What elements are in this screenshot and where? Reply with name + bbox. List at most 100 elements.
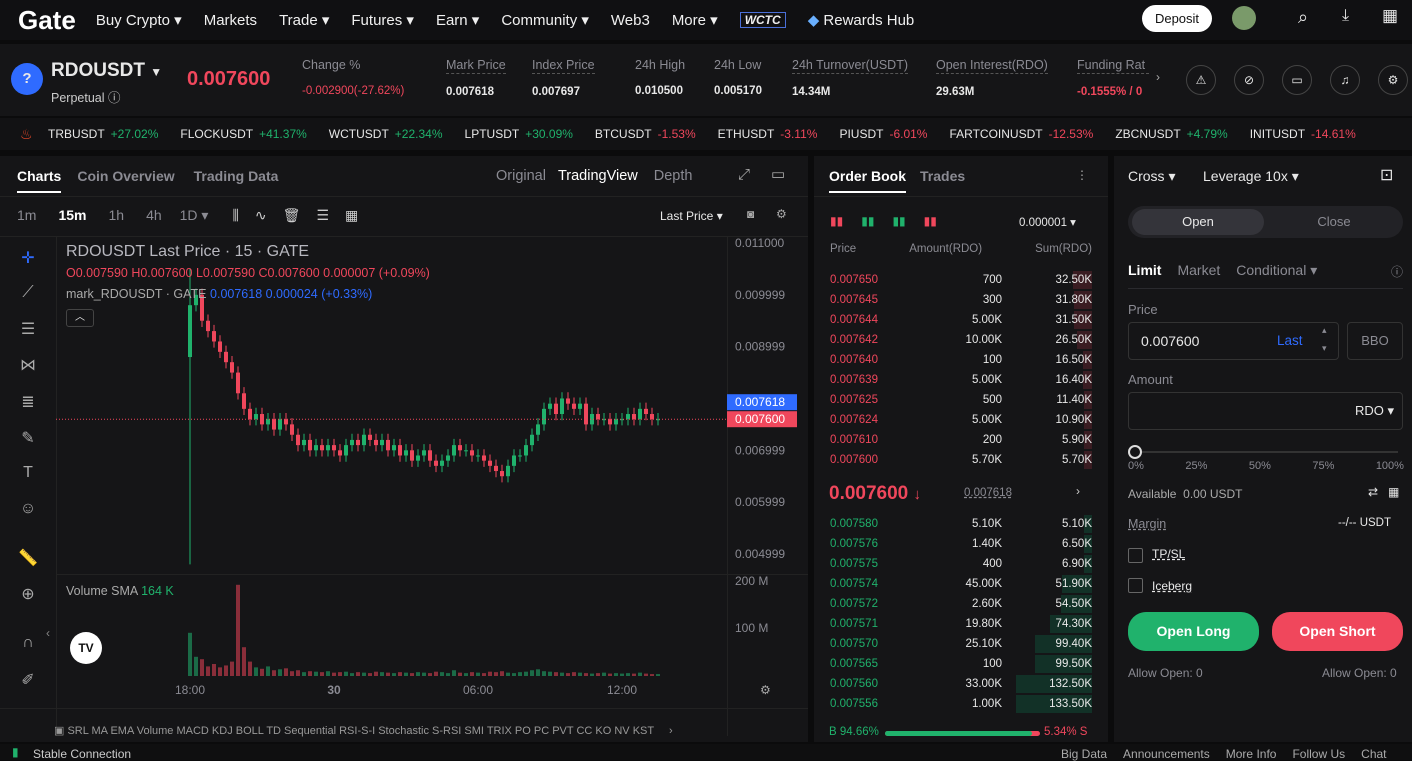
more-options-icon[interactable]: ⋮ (1076, 168, 1088, 182)
order-book-row[interactable]: 0.007600 5.70K 5.70K (814, 450, 1108, 470)
mover-item[interactable]: FARTCOINUSDT -12.53% (949, 127, 1101, 141)
grid-menu-icon[interactable]: ▦ (1382, 6, 1399, 25)
indicators-icon[interactable]: ∿ (254, 207, 267, 223)
nav-markets[interactable]: Markets (203, 11, 258, 29)
deposit-button[interactable]: Deposit (1142, 5, 1212, 32)
nav-earn[interactable]: Earn ▾ (435, 12, 480, 29)
ruler-icon[interactable]: 📏 (18, 550, 38, 567)
window-icon[interactable]: ▭ (771, 166, 786, 183)
tab-charts[interactable]: Charts (17, 168, 62, 193)
view-original[interactable]: Original (496, 168, 546, 184)
tab-trading-data[interactable]: Trading Data (193, 168, 279, 184)
calendar-icon[interactable]: ▣ (54, 725, 68, 737)
view-bids-icon[interactable]: ▮▮ (861, 214, 875, 228)
order-book-row[interactable]: 0.007640 100 16.50K (814, 350, 1108, 370)
slider-mark-100[interactable]: 100% (1375, 460, 1404, 472)
zoom-in-icon[interactable]: ⊕ (21, 586, 35, 603)
chevron-right-icon[interactable]: › (1156, 70, 1160, 84)
wctc-badge[interactable]: WCTC (739, 12, 786, 28)
mover-item[interactable]: INITUSDT -14.61% (1250, 127, 1364, 141)
calculator-icon[interactable]: ▦ (1388, 485, 1400, 499)
pattern-icon[interactable]: ⋈ (20, 357, 36, 374)
view-depth[interactable]: Depth (653, 168, 693, 184)
candle-type-icon[interactable]: ⫼ (232, 207, 239, 223)
open-tab[interactable]: Open (1132, 209, 1264, 235)
mover-item[interactable]: ZBCNUSDT +4.79% (1115, 127, 1235, 141)
decrement-icon[interactable]: ▾ (1322, 343, 1327, 353)
fib-icon[interactable]: ≣ (21, 394, 35, 411)
book-icon[interactable]: ▭ (1282, 65, 1312, 95)
tab-coin-overview[interactable]: Coin Overview (77, 168, 175, 184)
slider-mark-75[interactable]: 75% (1312, 460, 1335, 472)
amount-slider[interactable] (1134, 451, 1398, 453)
avatar[interactable] (1232, 6, 1256, 30)
slider-mark-50[interactable]: 50% (1248, 460, 1271, 472)
order-book-row[interactable]: 0.007576 1.40K 6.50K (814, 534, 1108, 554)
mover-item[interactable]: BTCUSDT -1.53% (595, 127, 704, 141)
increment-icon[interactable]: ▴ (1322, 325, 1327, 335)
view-asks-icon[interactable]: ▮▮ (892, 214, 906, 228)
view-tradingview[interactable]: TradingView (557, 168, 638, 184)
order-book-row[interactable]: 0.007580 5.10K 5.10K (814, 514, 1108, 534)
chevron-right-icon[interactable]: › (668, 725, 673, 737)
order-book-row[interactable]: 0.007575 400 6.90K (814, 554, 1108, 574)
list-icon[interactable]: ☰ (316, 207, 329, 223)
order-book-row[interactable]: 0.007565 100 99.50K (814, 654, 1108, 674)
price-input[interactable]: 0.007600 Last ▴ ▾ (1128, 322, 1339, 360)
interval-1d[interactable]: 1D ▾ (179, 207, 209, 223)
order-book-row[interactable]: 0.007645 300 31.80K (814, 290, 1108, 310)
close-tab[interactable]: Close (1317, 214, 1351, 229)
open-short-button[interactable]: Open Short (1272, 612, 1403, 651)
bbo-button[interactable]: BBO (1347, 322, 1403, 360)
nav-more[interactable]: More ▾ (671, 12, 718, 29)
compass-icon[interactable]: ⊘ (1234, 65, 1264, 95)
gate-logo[interactable]: Gate (18, 4, 76, 35)
info-icon[interactable]: ⓘ (1391, 265, 1404, 279)
order-book-row[interactable]: 0.007625 500 11.40K (814, 390, 1108, 410)
precision-select[interactable]: 0.000001 ▾ (1019, 217, 1076, 229)
chart-settings-icon[interactable]: ⚙ (776, 207, 787, 221)
magnet-icon[interactable]: ∩ (22, 634, 34, 651)
interval-1h[interactable]: 1h (108, 207, 125, 223)
margin-mode-select[interactable]: Cross ▾ (1128, 168, 1176, 184)
order-type-conditional[interactable]: Conditional ▾ (1236, 262, 1318, 278)
nav-trade[interactable]: Trade ▾ (279, 12, 330, 29)
view-sells-icon[interactable]: ▮▮ (923, 214, 937, 228)
slider-mark-25[interactable]: 25% (1185, 460, 1208, 472)
rewards-hub-link[interactable]: ◆ Rewards Hub (808, 11, 915, 29)
order-book-row[interactable]: 0.007610 200 5.90K (814, 430, 1108, 450)
interval-1m[interactable]: 1m (17, 207, 37, 223)
open-long-button[interactable]: Open Long (1128, 612, 1259, 651)
footer-follow-us[interactable]: Follow Us (1292, 747, 1346, 761)
unit-select[interactable]: RDO ▾ (1354, 403, 1394, 418)
order-book-row[interactable]: 0.007574 45.00K 51.90K (814, 574, 1108, 594)
order-book-row[interactable]: 0.007556 1.00K 133.50K (814, 694, 1108, 714)
slider-mark-0[interactable]: 0% (1128, 460, 1144, 472)
tpsl-checkbox[interactable] (1128, 548, 1143, 563)
tab-order-book[interactable]: Order Book (829, 168, 907, 193)
order-type-market[interactable]: Market (1177, 262, 1221, 278)
order-book-row[interactable]: 0.007570 25.10K 99.40K (814, 634, 1108, 654)
transfer-icon[interactable]: ⇄ (1368, 485, 1379, 499)
mover-item[interactable]: PIUSDT -6.01% (839, 127, 935, 141)
indicator-list[interactable]: SRL MA EMA Volume MACD KDJ BOLL TD Seque… (67, 725, 654, 737)
order-book-row[interactable]: 0.007650 700 32.50K (814, 270, 1108, 290)
order-book-row[interactable]: 0.007560 33.00K 132.50K (814, 674, 1108, 694)
order-book-row[interactable]: 0.007642 10.00K 26.50K (814, 330, 1108, 350)
amount-input[interactable]: RDO ▾ (1128, 392, 1403, 430)
slider-handle[interactable] (1128, 445, 1142, 459)
footer-chat[interactable]: Chat (1361, 747, 1387, 761)
chevron-right-icon[interactable]: › (1076, 484, 1080, 498)
mover-item[interactable]: WCTUSDT +22.34% (329, 127, 451, 141)
order-book-row[interactable]: 0.007624 5.00K 10.90K (814, 410, 1108, 430)
nav-buy-crypto[interactable]: Buy Crypto ▾ (95, 12, 182, 29)
order-book-row[interactable]: 0.007571 19.80K 74.30K (814, 614, 1108, 634)
tradingview-logo[interactable]: TV (70, 632, 102, 664)
footer-more-info[interactable]: More Info (1225, 747, 1277, 761)
last-price-button[interactable]: Last (1277, 333, 1303, 348)
mover-item[interactable]: ETHUSDT -3.11% (718, 127, 826, 141)
leverage-select[interactable]: Leverage 10x ▾ (1203, 168, 1299, 184)
settings-icon[interactable]: ⚙ (1378, 65, 1408, 95)
interval-4h[interactable]: 4h (146, 207, 162, 223)
brush-icon[interactable]: ✎ (21, 430, 35, 447)
